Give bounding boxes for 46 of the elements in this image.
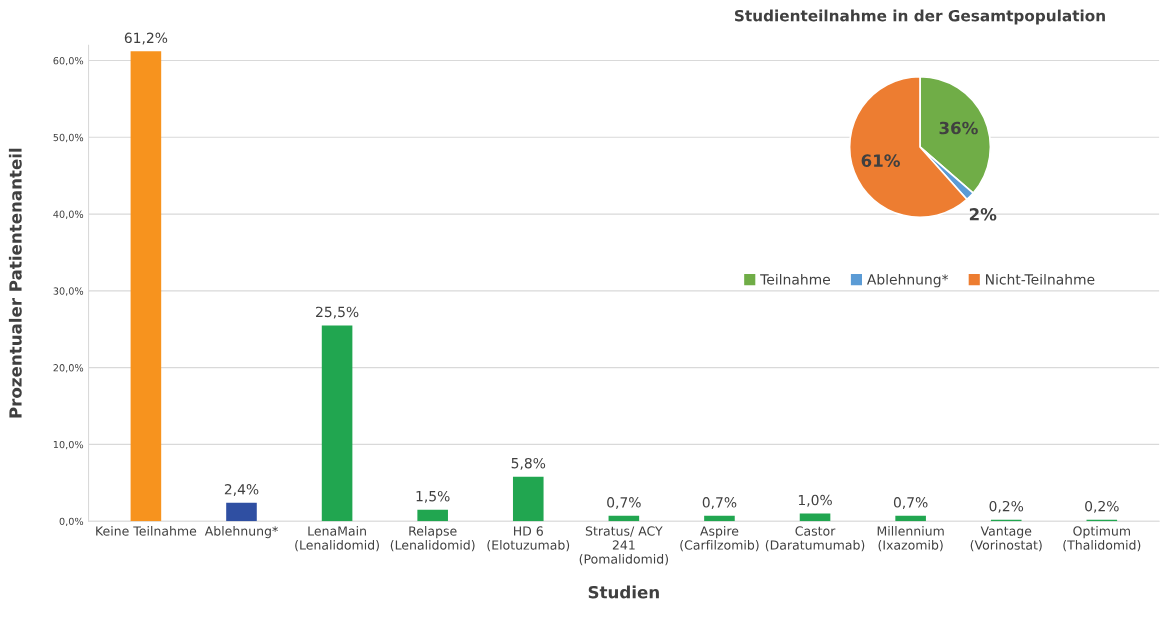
x-tick-label: Relapse (Lenalidomid) — [390, 526, 475, 552]
bar — [704, 515, 735, 522]
x-tick-label: Optimum (Thalidomid) — [1063, 526, 1141, 552]
x-tick-label: Castor (Daratumumab) — [765, 526, 865, 552]
y-axis-title: Prozentualer Patientenanteil — [8, 148, 22, 418]
x-tick-label: Stratus/ ACY 241 (Pomalidomid) — [579, 526, 668, 566]
data-label: 2% — [969, 208, 997, 221]
chart-title: Studienteilnahme in der Gesamtpopulation — [734, 9, 1105, 25]
x-axis-title: Studien — [588, 585, 659, 599]
data-label: 0,7% — [607, 497, 641, 509]
data-label: 5,8% — [511, 457, 546, 470]
bar — [512, 476, 544, 522]
bar — [130, 51, 162, 522]
data-label: 36% — [939, 121, 978, 135]
data-label: 0,7% — [702, 497, 737, 509]
data-label: 0,7% — [893, 497, 928, 509]
data-label: 2,4% — [224, 484, 259, 496]
x-tick-label: LenaMain (Lenalidomid) — [295, 526, 379, 552]
data-label: 61,2% — [124, 32, 168, 45]
y-tick-label: 10,0% — [53, 440, 84, 450]
bar — [321, 325, 353, 522]
x-tick-label: Millennium (Ixazomib) — [877, 526, 944, 552]
legend-label: Teilnahme — [760, 273, 831, 285]
data-label: 25,5% — [316, 306, 359, 319]
y-tick-label: 30,0% — [53, 287, 84, 296]
bar — [417, 509, 448, 522]
x-tick-label: Aspire (Carfilzomib) — [680, 526, 759, 552]
y-tick-label: 60,0% — [53, 57, 84, 66]
data-label: 61% — [861, 154, 900, 167]
data-label: 0,2% — [989, 500, 1024, 513]
data-label: 0,2% — [1085, 500, 1119, 513]
x-tick-label: Ablehnung* — [204, 526, 278, 539]
x-tick-label: HD 6 (Elotuzumab) — [487, 526, 570, 552]
y-tick-label: 20,0% — [53, 364, 84, 373]
bar — [895, 515, 926, 522]
bar — [608, 515, 640, 522]
data-label: 1,5% — [416, 490, 450, 503]
legend-label: Ablehnung* — [866, 273, 949, 288]
y-tick-label: 40,0% — [53, 210, 84, 219]
x-tick-label: Vantage (Vorinostat) — [970, 526, 1042, 552]
data-label: 1,0% — [798, 494, 832, 507]
y-tick-label: 50,0% — [53, 133, 84, 143]
legend-label: Nicht-Teilnahme — [986, 273, 1095, 285]
y-tick-label: 0,0% — [59, 517, 84, 527]
x-tick-label: Keine Teilnahme — [96, 526, 197, 536]
bar — [226, 502, 257, 522]
